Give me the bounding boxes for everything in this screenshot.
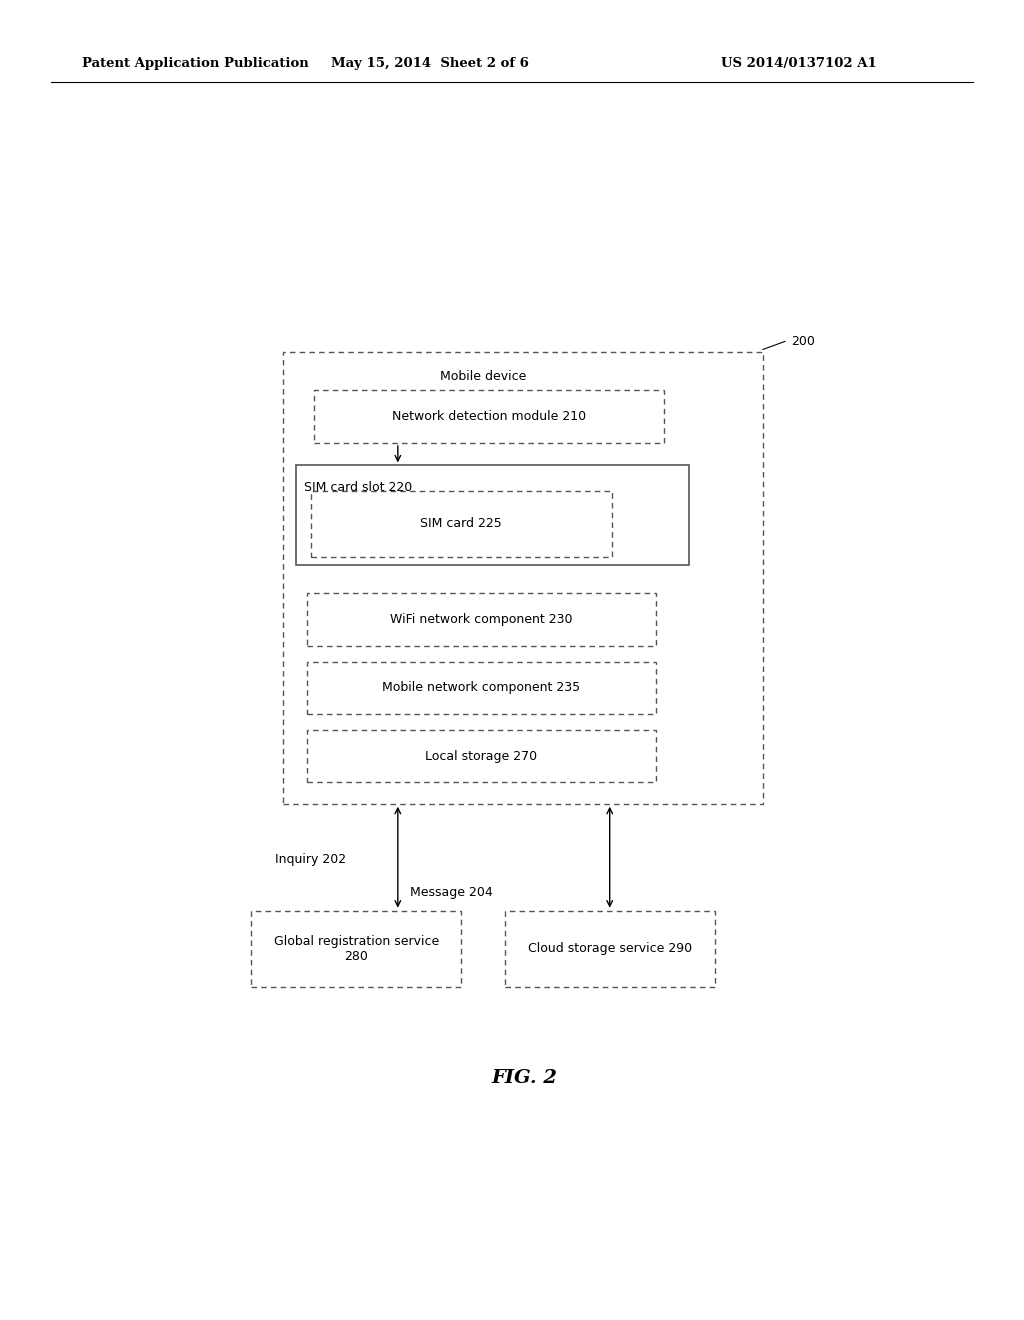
Text: Patent Application Publication: Patent Application Publication [82, 57, 308, 70]
Text: Global registration service
280: Global registration service 280 [273, 935, 439, 962]
Text: FIG. 2: FIG. 2 [492, 1069, 558, 1088]
Text: 200: 200 [791, 335, 814, 348]
Text: SIM card 225: SIM card 225 [421, 517, 502, 531]
Bar [314, 391, 664, 444]
Bar [505, 911, 715, 987]
Text: SIM card slot 220: SIM card slot 220 [304, 480, 413, 494]
Text: WiFi network component 230: WiFi network component 230 [390, 614, 572, 627]
Text: Cloud storage service 290: Cloud storage service 290 [528, 942, 692, 956]
Text: Local storage 270: Local storage 270 [425, 750, 538, 763]
Text: Mobile network component 235: Mobile network component 235 [382, 681, 581, 694]
Text: US 2014/0137102 A1: US 2014/0137102 A1 [721, 57, 877, 70]
Text: Network detection module 210: Network detection module 210 [392, 411, 586, 424]
Bar [306, 661, 655, 714]
Bar [306, 594, 655, 647]
Bar [306, 730, 655, 783]
Bar [251, 911, 461, 987]
Text: Inquiry 202: Inquiry 202 [274, 853, 346, 866]
Text: Mobile device: Mobile device [440, 370, 526, 383]
Bar [310, 491, 612, 557]
Text: Message 204: Message 204 [410, 886, 493, 899]
Bar [283, 351, 763, 804]
Text: May 15, 2014  Sheet 2 of 6: May 15, 2014 Sheet 2 of 6 [331, 57, 529, 70]
Bar [296, 466, 689, 565]
